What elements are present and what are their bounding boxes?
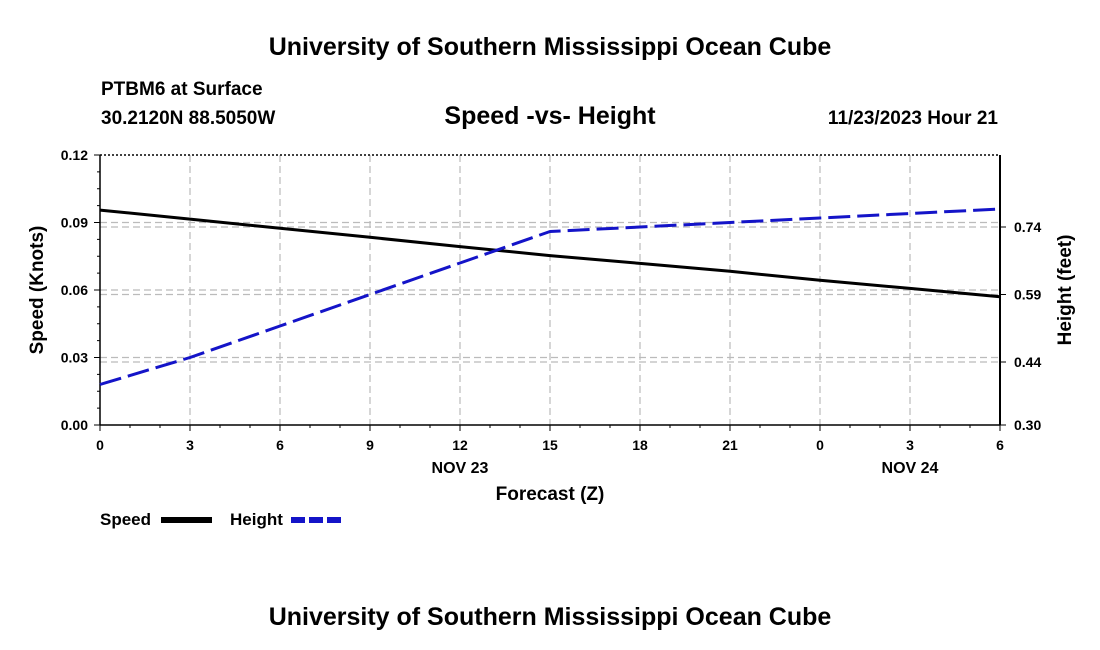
data-point-height — [729, 221, 732, 224]
tick-labels: 0.00 0.03 0.06 0.09 0.12 0.30 0.44 0.59 0.74 0 3 6 9… — [61, 147, 1042, 477]
x-tick-label: 9 — [366, 437, 374, 453]
y-tick-label: 0.06 — [61, 282, 88, 298]
data-point-height — [999, 208, 1002, 211]
data-point-speed — [189, 218, 192, 221]
data-point-speed — [99, 209, 102, 212]
y-right-tick-label: 0.59 — [1014, 287, 1041, 303]
data-point-height — [549, 230, 552, 233]
data-point-height — [639, 226, 642, 229]
data-point-height — [99, 383, 102, 386]
x-tick-label: 0 — [816, 437, 824, 453]
data-point-speed — [999, 295, 1002, 298]
data-point-height — [909, 212, 912, 215]
x-date-label: NOV 23 — [432, 460, 489, 477]
data-point-speed — [369, 236, 372, 239]
y-tick-label: 0.09 — [61, 215, 88, 231]
data-point-speed — [549, 254, 552, 257]
legend: Speed Height — [100, 510, 342, 529]
legend-height-label: Height — [230, 510, 283, 529]
data-point-height — [189, 356, 192, 359]
gridlines — [100, 155, 1000, 425]
series-line-height — [99, 207, 1001, 386]
chart-title: Speed -vs- Height — [444, 102, 656, 130]
data-point-height — [279, 325, 282, 328]
data-point-height — [819, 217, 822, 220]
x-tick-label: 15 — [542, 437, 558, 453]
x-tick-label: 21 — [722, 437, 738, 453]
data-point-speed — [909, 287, 912, 290]
y-right-tick-label: 0.44 — [1014, 354, 1041, 370]
y-right-tick-label: 0.74 — [1014, 219, 1041, 235]
data-point-speed — [279, 227, 282, 230]
page-title: University of Southern Mississippi Ocean… — [269, 33, 832, 61]
x-tick-label: 12 — [452, 437, 468, 453]
data-point-height — [459, 262, 462, 265]
x-axis-title: Forecast (Z) — [496, 484, 605, 505]
data-point-speed — [459, 245, 462, 248]
x-tick-label: 3 — [186, 437, 194, 453]
data-point-speed — [819, 279, 822, 282]
y-axis-title: Speed (Knots) — [27, 226, 48, 355]
data-point-height — [369, 293, 372, 296]
series-layer — [99, 207, 1002, 386]
y-right-tick-label: 0.30 — [1014, 417, 1041, 433]
location-label: 30.2120N 88.5050W — [101, 108, 275, 129]
x-tick-label: 6 — [276, 437, 284, 453]
x-date-label: NOV 24 — [882, 460, 939, 477]
footer-title: University of Southern Mississippi Ocean… — [269, 603, 832, 631]
x-tick-label: 3 — [906, 437, 914, 453]
x-tick-label: 6 — [996, 437, 1004, 453]
x-tick-label: 18 — [632, 437, 648, 453]
series-line-speed — [99, 208, 1001, 299]
y-tick-label: 0.00 — [61, 417, 88, 433]
y-axis-right-title: Height (feet) — [1055, 235, 1076, 346]
legend-speed-label: Speed — [100, 510, 151, 529]
y-tick-label: 0.12 — [61, 147, 88, 163]
datetime-label: 11/23/2023 Hour 21 — [828, 108, 998, 129]
x-tick-label: 0 — [96, 437, 104, 453]
data-point-speed — [729, 270, 732, 273]
station-label: PTBM6 at Surface — [101, 79, 263, 100]
y-tick-label: 0.03 — [61, 350, 88, 366]
axis-ticks — [94, 154, 1006, 431]
data-point-speed — [639, 262, 642, 265]
